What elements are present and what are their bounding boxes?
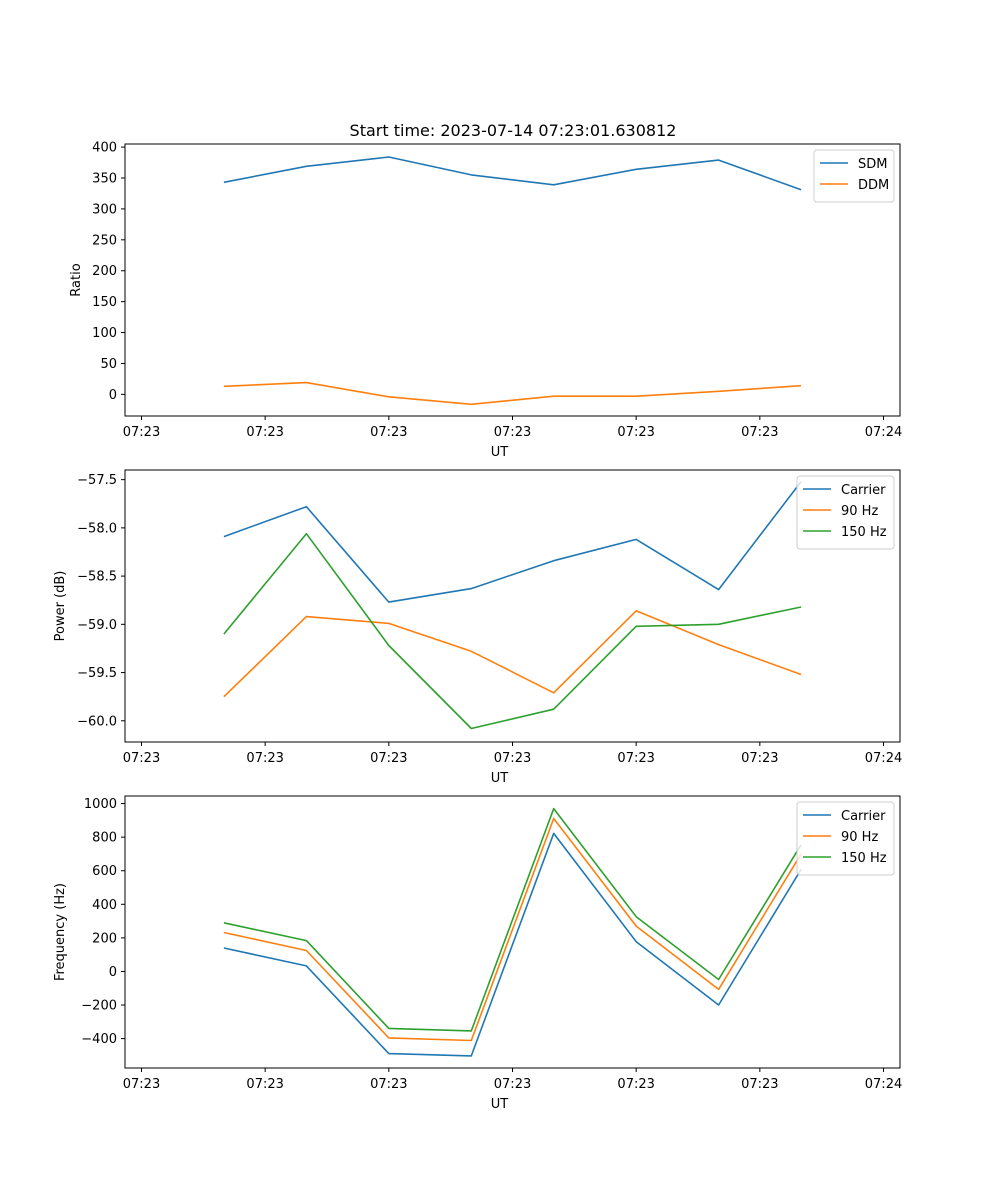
- ratio-ytick-label: 200: [92, 264, 117, 279]
- frequency-legend-label: 150 Hz: [841, 851, 887, 866]
- ratio-xtick-label: 07:23: [123, 425, 160, 440]
- frequency-series-carrier: [223, 832, 802, 1057]
- ratio-xtick-label: 07:24: [865, 425, 902, 440]
- frequency-xtick-label: 07:23: [123, 1077, 160, 1092]
- frequency-xtick-label: 07:23: [494, 1077, 531, 1092]
- ratio-y-axis-label: Ratio: [69, 263, 84, 296]
- frequency-xtick-label: 07:24: [865, 1077, 902, 1092]
- ratio-legend-label: SDM: [858, 157, 887, 172]
- frequency-ytick-label: 0: [109, 965, 117, 980]
- ratio-series-ddm: [223, 381, 802, 406]
- ratio-xtick-label: 07:23: [741, 425, 778, 440]
- frequency-series-90-hz: [223, 817, 802, 1042]
- frequency-y-axis-label: Frequency (Hz): [53, 883, 68, 981]
- frequency-ytick-label: 200: [92, 931, 117, 946]
- power-ytick-label: −60.0: [77, 714, 117, 729]
- power-series-carrier: [223, 481, 802, 603]
- power-ytick-label: −59.0: [77, 618, 117, 633]
- frequency-ytick-label: 400: [92, 898, 117, 913]
- power-axes-frame: [124, 469, 901, 743]
- ratio-ytick-label: 300: [92, 202, 117, 217]
- ratio-ytick-label: 400: [92, 141, 117, 156]
- figure-title: Start time: 2023-07-14 07:23:01.630812: [350, 121, 677, 140]
- frequency-xtick-label: 07:23: [617, 1077, 654, 1092]
- ratio-ytick-label: 0: [109, 388, 117, 403]
- frequency-series-150-hz: [223, 807, 802, 1032]
- frequency-ytick-label: −400: [81, 1032, 117, 1047]
- frequency-xtick-label: 07:23: [370, 1077, 407, 1092]
- frequency-panel: 07:23 07:23 07:23 07:23 07:23 07:23 07:24 −400 −…: [53, 795, 902, 1112]
- frequency-xtick-label: 07:23: [246, 1077, 283, 1092]
- power-panel: 07:23 07:23 07:23 07:23 07:23 07:23 07:24 −60.0…: [53, 469, 902, 786]
- frequency-x-axis-label: UT: [491, 1097, 509, 1112]
- ratio-x-axis-label: UT: [491, 445, 509, 460]
- frequency-ytick-label: −200: [81, 999, 117, 1014]
- power-xtick-label: 07:23: [741, 751, 778, 766]
- frequency-axes-frame: [124, 795, 901, 1069]
- power-xtick-label: 07:23: [370, 751, 407, 766]
- power-xtick-label: 07:24: [865, 751, 902, 766]
- frequency-ytick-label: 600: [92, 864, 117, 879]
- ratio-xtick-label: 07:23: [494, 425, 531, 440]
- frequency-legend-label: Carrier: [841, 809, 886, 824]
- ratio-legend-label: DDM: [858, 178, 889, 193]
- power-ytick-label: −58.0: [77, 521, 117, 536]
- power-xtick-label: 07:23: [494, 751, 531, 766]
- ratio-panel: 07:23 07:23 07:23 07:23 07:23 07:23 07:24 0 50 10…: [69, 141, 902, 460]
- ratio-series-sdm: [223, 156, 802, 191]
- frequency-legend-label: 90 Hz: [841, 830, 878, 845]
- ratio-ytick-label: 50: [100, 357, 117, 372]
- power-ytick-label: −59.5: [77, 666, 117, 681]
- power-ytick-label: −58.5: [77, 570, 117, 585]
- power-x-axis-label: UT: [491, 771, 509, 786]
- ratio-ytick-label: 150: [92, 295, 117, 310]
- frequency-ytick-label: 800: [92, 831, 117, 846]
- power-series-150-hz: [223, 532, 802, 730]
- ratio-xtick-label: 07:23: [370, 425, 407, 440]
- power-xtick-label: 07:23: [246, 751, 283, 766]
- ratio-xtick-label: 07:23: [246, 425, 283, 440]
- power-legend-label: Carrier: [841, 483, 886, 498]
- frequency-xtick-label: 07:23: [741, 1077, 778, 1092]
- power-y-axis-label: Power (dB): [53, 571, 68, 642]
- power-ytick-label: −57.5: [77, 473, 117, 488]
- power-xtick-label: 07:23: [123, 751, 160, 766]
- power-legend-label: 90 Hz: [841, 504, 878, 519]
- ratio-ytick-label: 100: [92, 326, 117, 341]
- power-series-90-hz: [223, 609, 802, 698]
- ratio-xtick-label: 07:23: [617, 425, 654, 440]
- ratio-ytick-label: 350: [92, 172, 117, 187]
- frequency-ytick-label: 1000: [84, 797, 117, 812]
- power-xtick-label: 07:23: [617, 751, 654, 766]
- power-legend-label: 150 Hz: [841, 525, 887, 540]
- ratio-ytick-label: 250: [92, 233, 117, 248]
- ratio-axes-frame: [124, 143, 901, 417]
